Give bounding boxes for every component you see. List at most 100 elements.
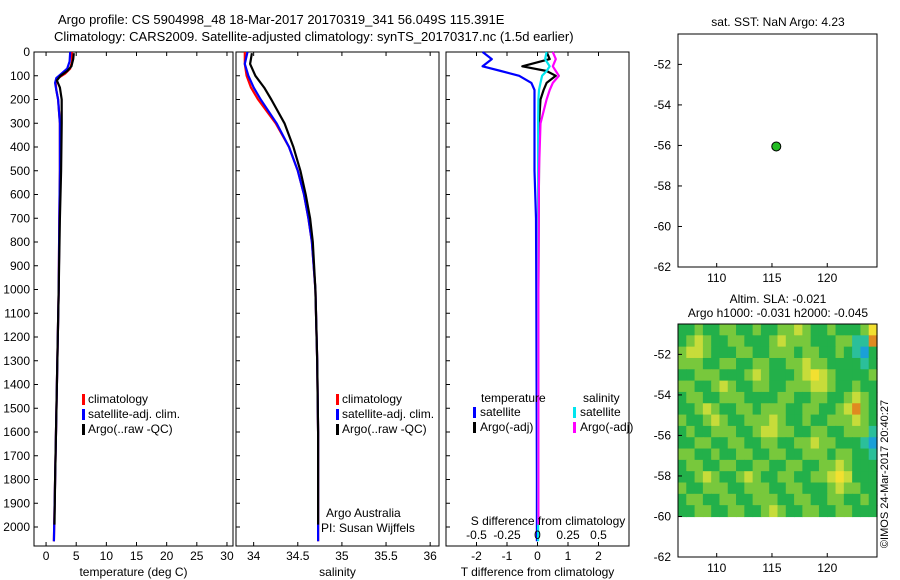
altimetry-ytick-label: -58	[654, 469, 672, 483]
heatmap-cell	[686, 414, 696, 427]
heatmap-cell	[868, 471, 878, 484]
heatmap-cell	[744, 505, 754, 518]
position-ytick-label: -58	[654, 179, 672, 193]
heatmap-cell	[802, 414, 812, 427]
heatmap-cell	[694, 482, 704, 495]
heatmap-cell	[769, 335, 779, 348]
heatmap-cell	[727, 414, 737, 427]
heatmap-cell	[769, 324, 779, 336]
heatmap-cell	[702, 391, 712, 404]
heatmap-cell	[694, 471, 704, 484]
heatmap-cell	[794, 346, 803, 359]
heatmap-cell	[702, 448, 712, 461]
heatmap-cell	[868, 505, 878, 518]
salinity-xtick-label: 36	[423, 549, 437, 563]
heatmap-cell	[736, 437, 745, 450]
heatmap-cell	[843, 346, 853, 359]
salinity-diff-tick-label: 0.25	[556, 528, 580, 542]
depth-tick-label: 1100	[4, 306, 30, 320]
heatmap-cell	[794, 391, 803, 404]
heatmap-cell	[760, 324, 770, 336]
heatmap-cell	[769, 346, 779, 359]
legend-swatch	[82, 424, 85, 435]
depth-tick-label: 1000	[3, 283, 30, 297]
salinity-diff-tick-label: -0.5	[466, 528, 487, 542]
heatmap-cell	[818, 505, 828, 518]
heatmap-cell	[694, 391, 704, 404]
heatmap-cell	[777, 437, 787, 450]
heatmap-cell	[752, 493, 762, 506]
difference-xtick-label: 2	[595, 549, 602, 563]
heatmap-cell	[868, 380, 878, 393]
heatmap-cell	[752, 425, 762, 438]
salinity-series-0	[243, 52, 320, 542]
legend-swatch	[473, 407, 476, 418]
depth-tick-label: 100	[10, 69, 30, 83]
heatmap-cell	[827, 459, 837, 472]
heatmap-cell	[777, 471, 787, 484]
altimetry-ytick-label: -54	[654, 388, 672, 402]
heatmap-cell	[794, 369, 803, 382]
salinity-xtick-label: 35.5	[374, 549, 398, 563]
heatmap-cell	[785, 369, 795, 382]
heatmap-cell	[719, 324, 729, 336]
heatmap-cell	[868, 403, 878, 416]
heatmap-cell	[752, 369, 762, 382]
heatmap-cell	[702, 493, 712, 506]
heatmap-cell	[686, 380, 696, 393]
depth-tick-label: 1900	[3, 496, 30, 510]
heatmap-cell	[794, 403, 803, 416]
heatmap-cell	[802, 335, 812, 348]
heatmap-cell	[852, 335, 862, 348]
heatmap-cell	[843, 380, 853, 393]
heatmap-cell	[843, 493, 853, 506]
heatmap-cell	[752, 335, 762, 348]
heatmap-cell	[752, 403, 762, 416]
heatmap-cell	[860, 357, 870, 370]
heatmap-cell	[702, 380, 712, 393]
heatmap-cell	[727, 403, 737, 416]
salinity-series-1	[243, 51, 320, 542]
depth-tick-label: 400	[10, 140, 30, 154]
heatmap-cell	[702, 403, 712, 416]
heatmap-cell	[760, 437, 770, 450]
temperature-xtick-label: 15	[130, 549, 144, 563]
heatmap-cell	[719, 414, 729, 427]
heatmap-cell	[802, 471, 812, 484]
heatmap-cell	[852, 346, 862, 359]
heatmap-cell	[868, 448, 878, 461]
heatmap-cell	[835, 448, 845, 461]
heatmap-cell	[736, 380, 745, 393]
heatmap-cell	[694, 414, 704, 427]
heatmap-cell	[711, 471, 721, 484]
heatmap-cell	[860, 346, 870, 359]
heatmap-cell	[827, 471, 837, 484]
heatmap-cell	[810, 357, 820, 370]
heatmap-cell	[736, 482, 745, 495]
heatmap-cell	[860, 335, 870, 348]
heatmap-cell	[694, 335, 704, 348]
heatmap-cell	[711, 505, 721, 518]
heatmap-cell	[835, 380, 845, 393]
heatmap-cell	[678, 493, 687, 506]
heatmap-cell	[818, 448, 828, 461]
heatmap-cell	[827, 425, 837, 438]
heatmap-cell	[736, 448, 745, 461]
heatmap-cell	[711, 391, 721, 404]
heatmap-cell	[835, 391, 845, 404]
heatmap-cell	[752, 346, 762, 359]
heatmap-cell	[719, 380, 729, 393]
heatmap-cell	[835, 437, 845, 450]
heatmap-cell	[711, 459, 721, 472]
heatmap-cell	[852, 369, 862, 382]
heatmap-cell	[769, 369, 779, 382]
heatmap-cell	[827, 391, 837, 404]
heatmap-cell	[694, 493, 704, 506]
depth-tick-label: 500	[10, 164, 30, 178]
heatmap-cell	[818, 459, 828, 472]
heatmap-cell	[711, 437, 721, 450]
heatmap-cell	[702, 425, 712, 438]
heatmap-cell	[744, 493, 754, 506]
heatmap-cell	[760, 482, 770, 495]
heatmap-cell	[827, 414, 837, 427]
